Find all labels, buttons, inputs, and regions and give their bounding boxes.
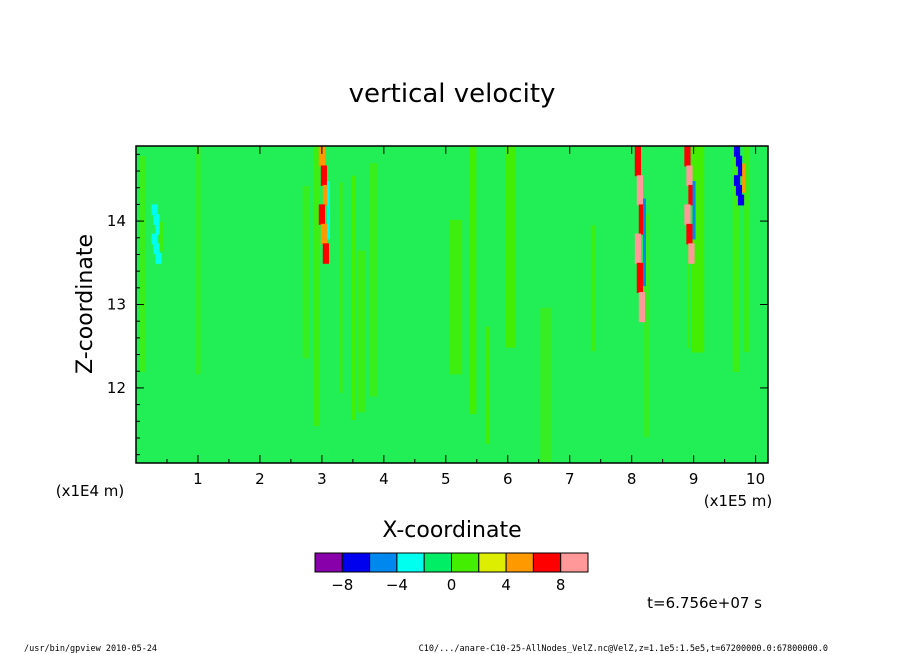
colorbar-swatch <box>314 552 343 573</box>
heatmap-feature <box>155 223 162 235</box>
heatmap-feature <box>322 184 329 206</box>
footer-left: /usr/bin/gpview 2010-05-24 <box>24 644 157 654</box>
heatmap-feature <box>636 175 643 206</box>
heatmap-filament <box>356 250 366 413</box>
heatmap-feature <box>151 204 158 216</box>
colorbar-swatch <box>478 552 507 573</box>
heatmap-feature <box>688 243 695 264</box>
heatmap-filament <box>486 326 490 444</box>
x-tick-label: 4 <box>379 470 389 488</box>
chart-title: vertical velocity <box>349 79 556 109</box>
x-tick-label: 3 <box>317 470 327 488</box>
colorbar-swatch <box>396 552 425 573</box>
heatmap-filament <box>590 225 596 352</box>
heatmap-feature <box>684 204 691 225</box>
heatmap-feature <box>153 214 160 225</box>
heatmap-feature <box>684 146 691 167</box>
time-label: t=6.756e+07 s <box>647 594 762 612</box>
y-axis-ticks: 12 13 14 <box>107 153 768 456</box>
heatmap-feature <box>638 291 645 323</box>
heatmap-feature <box>686 165 693 186</box>
x-axis-label: X-coordinate <box>382 518 521 543</box>
heatmap-feature <box>742 163 746 193</box>
heatmap-feature <box>688 184 695 206</box>
heatmap-feature <box>638 204 645 235</box>
heatmap-filament <box>744 146 750 353</box>
x-tick-label: 8 <box>627 470 637 488</box>
heatmap-feature <box>733 175 741 186</box>
colorbar-tick-label: 0 <box>447 576 457 594</box>
y-unit-label: (x1E4 m) <box>56 482 125 500</box>
x-unit-label: (x1E5 m) <box>704 492 773 510</box>
heatmap-filament <box>687 219 691 349</box>
heatmap-feature <box>642 198 646 287</box>
y-tick-label: 14 <box>107 212 126 230</box>
heatmap-feature <box>151 233 158 245</box>
heatmap-filament <box>449 219 463 375</box>
heatmap-filament <box>339 182 343 393</box>
footer-right: C10/.../anare-C10-25-AllNodes_VelZ.nc@Ve… <box>419 644 828 654</box>
colorbar-tick-label: 4 <box>501 576 511 594</box>
x-tick-label: 5 <box>441 470 451 488</box>
colorbar-tick-label: −4 <box>386 576 408 594</box>
colorbar-swatch <box>451 552 480 573</box>
x-tick-label: 10 <box>746 470 765 488</box>
heatmap-feature <box>318 146 325 167</box>
heatmap-filament <box>139 156 146 372</box>
heatmap-feature <box>735 155 743 167</box>
heatmap-feature <box>737 165 745 177</box>
heatmap-filament <box>505 146 516 348</box>
heatmap-feature <box>634 233 641 264</box>
colorbar-tick-label: −8 <box>331 576 353 594</box>
x-axis-ticks: 1 2 3 4 5 6 7 8 9 10 <box>166 146 765 488</box>
x-tick-label: 9 <box>689 470 699 488</box>
heatmap-feature <box>318 204 325 225</box>
colorbar-swatch <box>369 552 398 573</box>
heatmap-feature <box>153 243 160 255</box>
heatmap-filament <box>732 146 740 372</box>
heatmap-feature <box>733 146 741 157</box>
heatmap-feature <box>686 223 693 245</box>
heatmap-feature <box>322 243 329 264</box>
colorbar-swatch <box>341 552 371 573</box>
heatmap-cells <box>139 146 750 462</box>
heatmap-filament <box>369 163 378 397</box>
colorbar-swatch <box>560 552 589 573</box>
heatmap-feature <box>636 262 643 293</box>
heatmap-feature <box>155 253 162 264</box>
x-tick-label: 2 <box>255 470 265 488</box>
heatmap-feature <box>735 184 743 196</box>
heatmap-feature <box>159 221 163 252</box>
x-tick-label: 7 <box>565 470 575 488</box>
colorbar-swatch <box>532 552 562 573</box>
heatmap-feature <box>326 181 330 240</box>
heatmap-filament <box>540 307 552 462</box>
colorbar-swatch <box>423 552 453 573</box>
heatmap-filament <box>195 146 201 375</box>
heatmap-filament <box>302 186 310 359</box>
x-tick-label: 6 <box>503 470 513 488</box>
heatmap-feature <box>320 223 327 245</box>
heatmap-feature <box>692 181 696 240</box>
colorbar: −8 −4 0 4 8 <box>314 552 589 594</box>
y-tick-label: 12 <box>107 379 126 397</box>
y-axis-label: Z-coordinate <box>73 234 98 374</box>
heatmap-filament <box>644 214 650 437</box>
heatmap-feature <box>634 146 641 177</box>
y-tick-label: 13 <box>107 296 126 314</box>
colorbar-swatch <box>505 552 534 573</box>
colorbar-tick-label: 8 <box>556 576 566 594</box>
heatmap-feature <box>320 165 327 186</box>
x-tick-label: 1 <box>193 470 203 488</box>
heatmap-filament <box>313 146 320 427</box>
heatmap-filament <box>351 175 355 420</box>
heatmap-filament <box>470 146 477 415</box>
heatmap-feature <box>737 194 745 206</box>
